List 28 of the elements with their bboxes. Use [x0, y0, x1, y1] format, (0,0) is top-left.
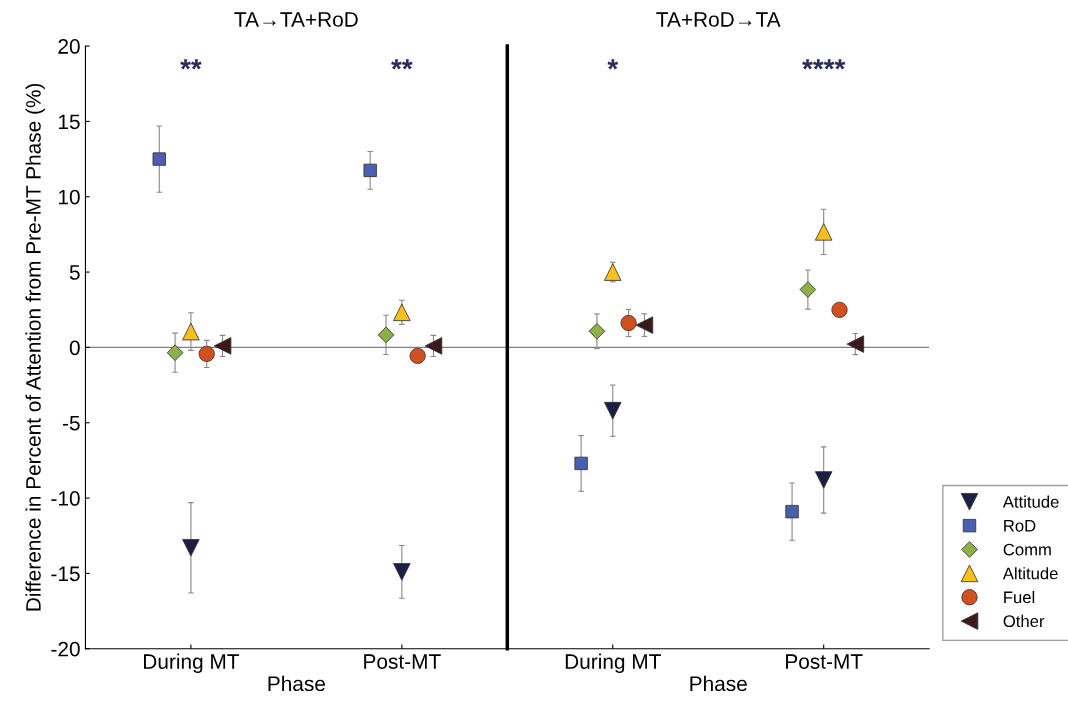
- annotation: *: [607, 59, 619, 70]
- annotation: **: [391, 59, 413, 70]
- y-tick-label: -15: [51, 566, 80, 582]
- y-axis-title: Difference in Percent of Attention from Pre-MT Phase (%): [25, 83, 45, 611]
- y-tick-label: 10: [59, 189, 80, 205]
- chart-title: TA+RoD→TA: [656, 12, 781, 27]
- x-axis-title: Phase: [690, 675, 747, 692]
- legend-label: Fuel: [1004, 591, 1035, 604]
- x-tick-label: Post-MT: [786, 654, 863, 669]
- x-tick-label: During MT: [144, 653, 240, 674]
- legend-label: Other: [1003, 614, 1045, 628]
- x-axis-title: Phase: [268, 675, 325, 692]
- legend-label: RoD: [1004, 520, 1036, 532]
- y-tick-label: 5: [69, 265, 80, 280]
- y-tick-label: 20: [58, 39, 80, 54]
- x-tick-label: During MT: [565, 653, 661, 674]
- annotation: ****: [802, 59, 846, 70]
- legend-label: Comm: [1003, 543, 1051, 556]
- y-tick-label: 15: [59, 114, 80, 130]
- y-tick-label: -5: [62, 415, 80, 431]
- x-tick-label: Post-MT: [364, 654, 441, 669]
- chart-title: TA→TA+RoD: [234, 12, 358, 27]
- y-tick-label: -20: [51, 641, 80, 657]
- annotation: **: [180, 59, 202, 70]
- legend-label: Altitude: [1002, 567, 1058, 580]
- legend-label: Attitude: [1002, 495, 1059, 508]
- y-tick-label: 0: [69, 340, 80, 356]
- y-tick-label: -10: [51, 491, 80, 506]
